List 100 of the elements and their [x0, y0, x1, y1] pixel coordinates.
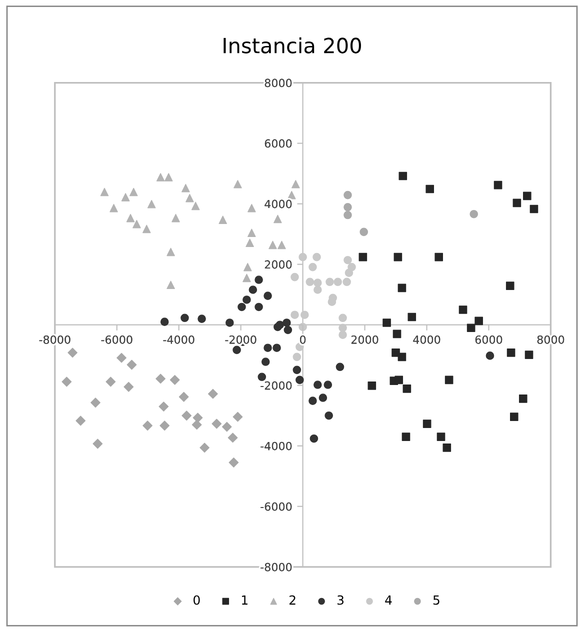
- point: [300, 310, 309, 320]
- point: [124, 382, 134, 392]
- point: [324, 380, 332, 389]
- point: [298, 252, 307, 262]
- legend-label: 4: [385, 595, 392, 605]
- point: [186, 194, 194, 202]
- point: [326, 278, 334, 286]
- point: [382, 318, 391, 327]
- point: [344, 210, 352, 220]
- point: [338, 314, 347, 322]
- point: [394, 376, 404, 384]
- point: [458, 306, 468, 314]
- point: [394, 252, 402, 262]
- point: [156, 173, 165, 182]
- point: [254, 276, 263, 284]
- point: [444, 376, 454, 384]
- point: [510, 412, 518, 421]
- point: [308, 262, 317, 272]
- point: [100, 188, 109, 196]
- chart-title: Instancia 200: [224, 37, 361, 54]
- point: [290, 310, 299, 320]
- point: [344, 190, 352, 200]
- point: [278, 240, 286, 250]
- point: [518, 394, 528, 403]
- point: [314, 286, 322, 294]
- point: [261, 358, 270, 366]
- point: [338, 330, 347, 339]
- point: [276, 320, 284, 329]
- point: [232, 412, 243, 422]
- point: [408, 312, 416, 322]
- point: [222, 422, 232, 432]
- point: [402, 384, 412, 393]
- x-tick-label: 4000: [413, 335, 440, 344]
- point: [292, 366, 302, 374]
- point: [402, 432, 410, 441]
- point: [344, 256, 352, 264]
- point: [474, 316, 483, 326]
- point: [436, 432, 446, 441]
- point: [242, 296, 251, 304]
- y-tick-label: -4000: [260, 442, 292, 450]
- point: [312, 252, 321, 262]
- point: [160, 318, 169, 326]
- point: [129, 188, 138, 196]
- point: [264, 292, 272, 300]
- point: [182, 184, 190, 192]
- point: [368, 382, 376, 390]
- x-tick-label: 0: [300, 335, 306, 344]
- point: [132, 220, 141, 228]
- point: [198, 314, 206, 323]
- point: [494, 180, 502, 190]
- point: [147, 200, 156, 208]
- point: [192, 420, 202, 430]
- y-tick-label: 6000: [264, 139, 292, 148]
- point: [398, 352, 406, 362]
- point: [360, 228, 368, 236]
- point: [160, 420, 170, 431]
- point: [246, 238, 254, 248]
- point: [318, 394, 328, 402]
- x-tick-label: 6000: [475, 335, 502, 344]
- point: [248, 286, 258, 294]
- point: [228, 432, 238, 443]
- point: [76, 416, 86, 426]
- x-tick-label: 2000: [351, 335, 378, 344]
- legend-label: 0: [194, 595, 200, 605]
- point: [200, 442, 210, 453]
- point: [126, 360, 137, 370]
- point: [166, 280, 175, 290]
- point: [434, 252, 443, 262]
- point: [392, 330, 402, 338]
- point: [530, 204, 538, 214]
- point: [338, 324, 347, 332]
- legend-label: 5: [433, 595, 440, 605]
- point: [470, 210, 478, 218]
- point: [92, 438, 103, 449]
- point: [62, 376, 72, 387]
- point: [68, 348, 78, 358]
- point: [274, 214, 282, 224]
- point: [524, 350, 534, 359]
- x-tick-label: 8000: [537, 335, 564, 344]
- point: [242, 274, 251, 282]
- point: [290, 272, 299, 282]
- point: [178, 392, 189, 402]
- y-tick-label: 8000: [264, 78, 292, 88]
- point: [228, 458, 239, 468]
- x-tick-label: -8000: [39, 335, 70, 344]
- point: [486, 352, 494, 360]
- point: [336, 362, 344, 372]
- point: [314, 380, 322, 389]
- point: [226, 318, 234, 327]
- point: [268, 240, 277, 250]
- point: [248, 204, 256, 212]
- point: [284, 326, 292, 334]
- point: [264, 344, 272, 352]
- point: [523, 192, 532, 200]
- point: [258, 372, 266, 382]
- legend-label: 3: [338, 595, 344, 605]
- point: [191, 202, 200, 210]
- point: [344, 268, 354, 277]
- point: [254, 302, 263, 312]
- point: [170, 374, 180, 385]
